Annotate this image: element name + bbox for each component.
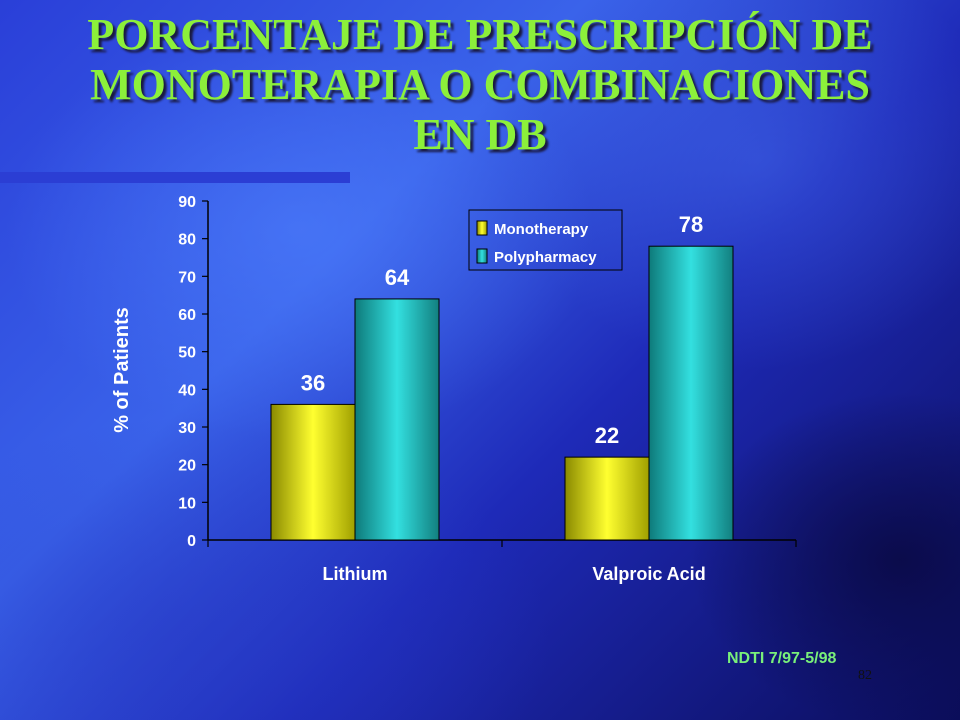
x-tick-label: Lithium [323,564,388,584]
legend-swatch-polypharmacy [476,248,488,264]
bar-monotherapy [564,456,650,541]
y-tick-label: 0 [187,533,196,550]
slide-number: 82 [858,668,872,683]
data-label: 64 [385,265,410,290]
y-tick-label: 50 [178,345,196,362]
y-axis-label: % of Patients [111,307,133,433]
y-tick-label: 60 [178,307,196,324]
data-label: 36 [301,370,325,395]
source-note: NDTI 7/97-5/98 [727,650,837,667]
slide-title-line-1: PORCENTAJE DE PRESCRIPCIÓN DE [87,10,873,59]
legend-label: Polypharmacy [494,249,597,266]
bar-polypharmacy [648,245,734,541]
y-tick-label: 10 [178,495,196,512]
legend-swatch-monotherapy [476,220,488,236]
slide-title: PORCENTAJE DE PRESCRIPCIÓN DE MONOTERAPI… [0,10,960,160]
y-tick-label: 20 [178,458,196,475]
y-tick-label: 80 [178,232,196,249]
slide-title-line-2: MONOTERAPIA O COMBINACIONES [90,60,870,109]
slide-title-line-3: EN DB [413,110,547,159]
y-tick-label: 30 [178,420,196,437]
data-label: 78 [679,212,703,237]
y-tick-label: 40 [178,382,196,399]
bar-monotherapy [270,403,356,541]
y-tick-label: 90 [178,194,196,211]
data-label: 22 [595,423,619,448]
y-tick-label: 70 [178,269,196,286]
legend-box [468,209,623,271]
x-tick-label: Valproic Acid [592,564,705,584]
legend-label: Monotherapy [494,221,589,238]
title-accent-bar [0,172,350,183]
bar-polypharmacy [354,298,440,541]
